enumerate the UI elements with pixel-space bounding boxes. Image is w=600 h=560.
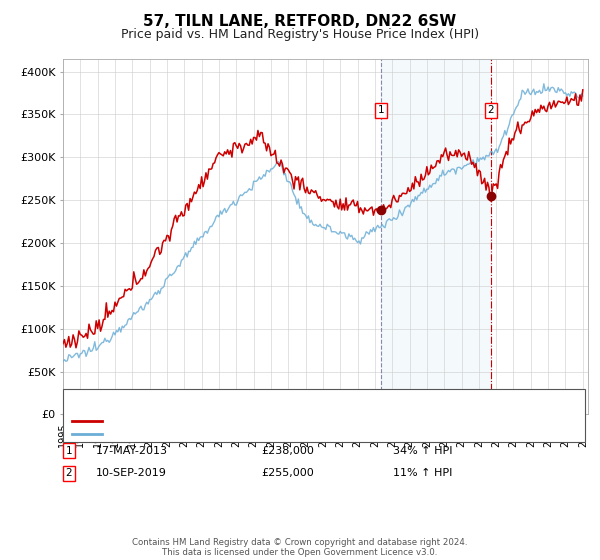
Text: 2: 2 <box>487 105 494 115</box>
Text: 10-SEP-2019: 10-SEP-2019 <box>96 468 167 478</box>
Text: 11% ↑ HPI: 11% ↑ HPI <box>393 468 452 478</box>
Text: 57, TILN LANE, RETFORD, DN22 6SW (detached house): 57, TILN LANE, RETFORD, DN22 6SW (detach… <box>108 416 383 426</box>
Text: 1: 1 <box>378 105 385 115</box>
Text: 17-MAY-2013: 17-MAY-2013 <box>96 446 168 456</box>
Text: HPI: Average price, detached house, Bassetlaw: HPI: Average price, detached house, Bass… <box>108 429 343 439</box>
Text: £255,000: £255,000 <box>261 468 314 478</box>
Text: 57, TILN LANE, RETFORD, DN22 6SW: 57, TILN LANE, RETFORD, DN22 6SW <box>143 14 457 29</box>
Text: 1: 1 <box>65 446 73 456</box>
Text: 34% ↑ HPI: 34% ↑ HPI <box>393 446 452 456</box>
Text: 2: 2 <box>65 468 73 478</box>
Bar <box>381 59 491 414</box>
Text: Price paid vs. HM Land Registry's House Price Index (HPI): Price paid vs. HM Land Registry's House … <box>121 28 479 41</box>
Text: Contains HM Land Registry data © Crown copyright and database right 2024.
This d: Contains HM Land Registry data © Crown c… <box>132 538 468 557</box>
Text: £238,000: £238,000 <box>261 446 314 456</box>
